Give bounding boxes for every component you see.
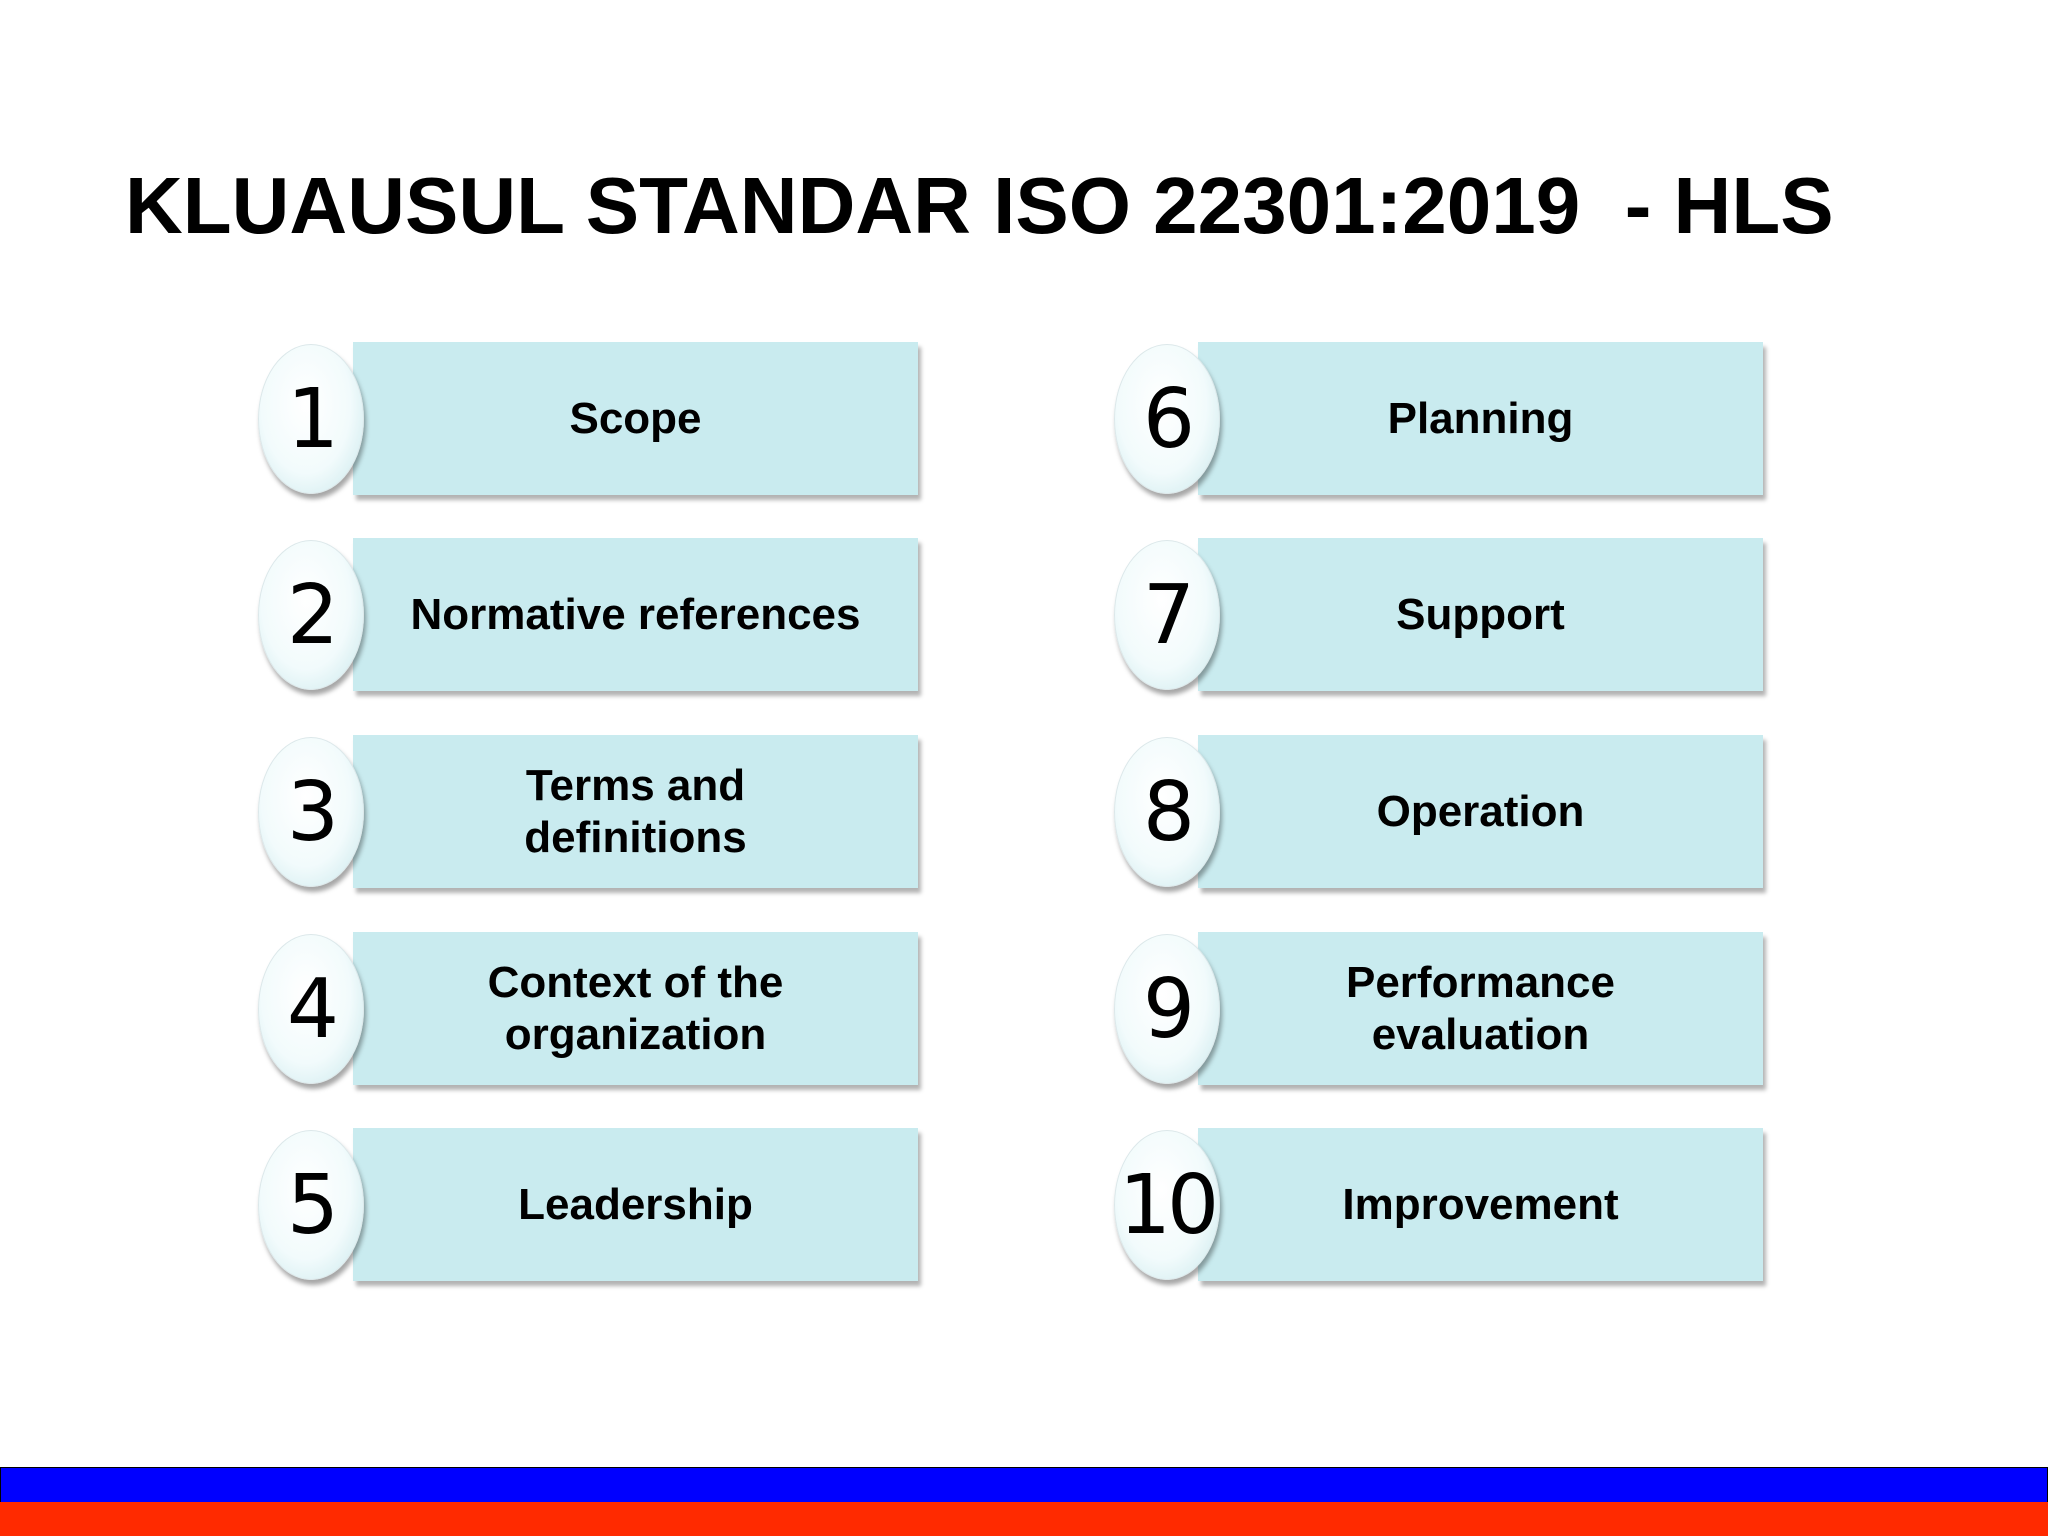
clause-label: Scope: [569, 393, 702, 443]
clause-label: Context of the organization: [487, 957, 784, 1059]
clause-number: 1: [258, 344, 364, 494]
clause-label: Support: [1396, 589, 1565, 639]
clause-number: 2: [258, 540, 364, 690]
clause-label: Improvement: [1342, 1179, 1619, 1229]
slide-title: KLUAUSUL STANDAR ISO 22301:2019 - HLS: [125, 161, 1834, 250]
clause-number: 6: [1114, 344, 1220, 494]
clause-box: Planning: [1198, 342, 1763, 495]
clause-number: 7: [1114, 540, 1220, 690]
clause-number: 3: [258, 737, 364, 887]
clause-box: Leadership: [353, 1128, 918, 1281]
clause-box: Support: [1198, 538, 1763, 691]
clause-box: Normative references: [353, 538, 918, 691]
clause-label: Planning: [1387, 393, 1574, 443]
clause-box: Scope: [353, 342, 918, 495]
clause-box: Context of the organization: [353, 932, 918, 1085]
footer-stripe: [0, 1467, 2048, 1503]
clause-box: Performance evaluation: [1198, 932, 1763, 1085]
clause-label: Terms and definitions: [524, 760, 747, 862]
clause-box: Operation: [1198, 735, 1763, 888]
clause-label: Leadership: [518, 1179, 753, 1229]
clause-number: 9: [1114, 934, 1220, 1084]
clause-label: Performance evaluation: [1345, 957, 1615, 1059]
footer-stripe: [0, 1502, 2048, 1536]
clause-number: 10: [1114, 1130, 1220, 1280]
clause-number: 5: [258, 1130, 364, 1280]
clause-box: Terms and definitions: [353, 735, 918, 888]
clause-label: Operation: [1376, 786, 1585, 836]
clause-number: 4: [258, 934, 364, 1084]
clause-label: Normative references: [410, 589, 861, 639]
clause-number: 8: [1114, 737, 1220, 887]
clause-box: Improvement: [1198, 1128, 1763, 1281]
